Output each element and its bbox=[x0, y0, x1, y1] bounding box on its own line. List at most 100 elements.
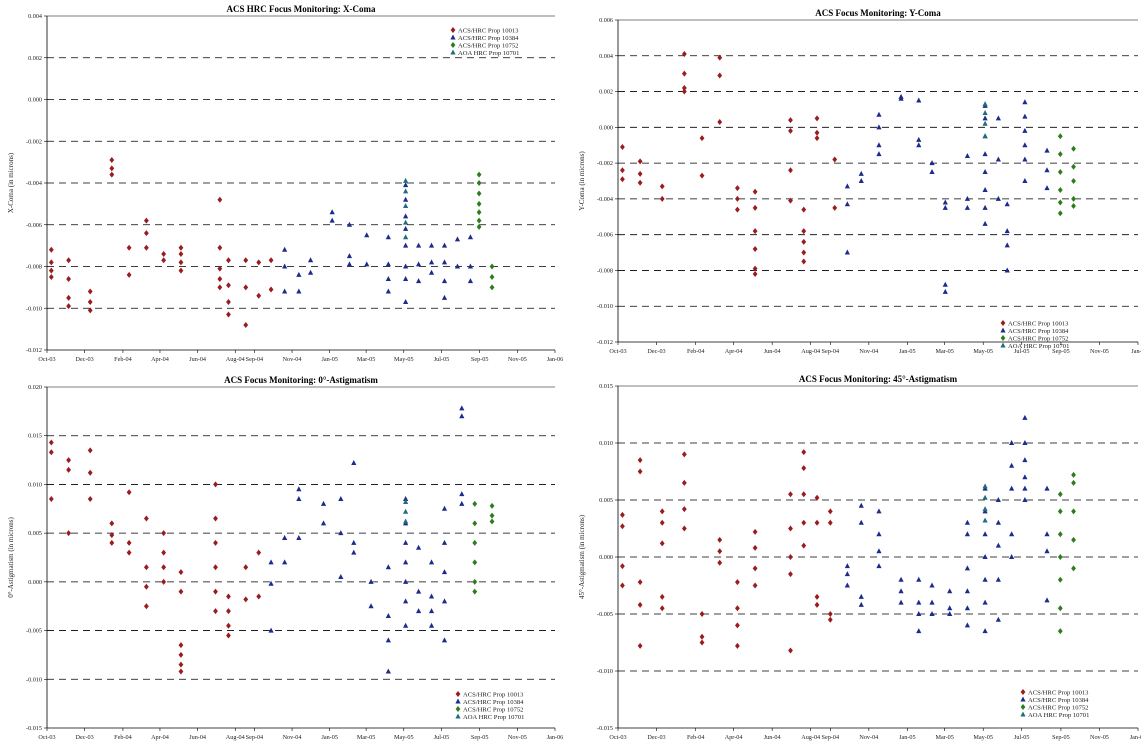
legend-marker bbox=[1020, 711, 1026, 717]
data-point bbox=[752, 188, 758, 195]
data-point bbox=[403, 202, 409, 208]
x-tick-label: Nov-05 bbox=[1090, 734, 1109, 741]
data-point bbox=[1071, 536, 1076, 543]
data-point bbox=[964, 195, 971, 201]
y-tick-label: -0.008 bbox=[26, 264, 42, 271]
x-tick-label: Mar-05 bbox=[357, 356, 375, 363]
data-point bbox=[143, 515, 149, 522]
data-point bbox=[735, 622, 740, 629]
data-point bbox=[752, 528, 758, 535]
y-tick-label: 0.015 bbox=[599, 383, 613, 390]
data-point bbox=[126, 539, 132, 546]
legend-label: AOA HRC Prop 10701 bbox=[458, 50, 519, 57]
data-point bbox=[109, 520, 115, 527]
data-point bbox=[268, 580, 274, 586]
data-point bbox=[459, 405, 465, 411]
data-point bbox=[1009, 531, 1015, 537]
data-point bbox=[942, 204, 948, 210]
data-point bbox=[982, 576, 988, 582]
data-point bbox=[403, 578, 409, 584]
y-tick-label: 0.000 bbox=[599, 124, 613, 131]
data-point bbox=[368, 603, 374, 609]
data-point bbox=[1022, 113, 1028, 119]
data-point bbox=[832, 156, 838, 163]
data-point bbox=[403, 219, 409, 225]
legend-label: ACS/HRC Prop 10384 bbox=[1008, 328, 1069, 335]
y-tick-label: 0.020 bbox=[28, 384, 42, 391]
data-point bbox=[476, 223, 482, 230]
x-tick-label: Jan-0 bbox=[1131, 348, 1141, 355]
data-point bbox=[403, 242, 409, 248]
series-3 bbox=[982, 483, 988, 523]
data-point bbox=[1071, 178, 1076, 184]
data-point bbox=[282, 246, 288, 252]
data-point bbox=[942, 199, 948, 205]
data-point bbox=[66, 276, 72, 283]
data-point bbox=[403, 298, 409, 304]
data-point bbox=[351, 549, 357, 555]
data-point bbox=[1044, 531, 1050, 537]
y-axis-label: 0°-Astigmatism (in microns) bbox=[7, 517, 15, 598]
data-point bbox=[403, 263, 409, 269]
series-3 bbox=[982, 101, 988, 139]
data-point bbox=[213, 588, 218, 595]
data-point bbox=[982, 628, 988, 634]
data-point bbox=[66, 294, 72, 301]
data-point bbox=[717, 118, 723, 125]
x-tick-label: Jan-06 bbox=[547, 734, 564, 741]
data-point bbox=[788, 647, 793, 654]
x-tick-label: Jul-05 bbox=[434, 734, 449, 741]
data-point bbox=[256, 292, 262, 299]
data-point bbox=[814, 115, 820, 122]
data-point bbox=[226, 311, 231, 318]
data-point bbox=[403, 196, 409, 202]
zero-astigmatism-chart: ACS Focus Monitoring: 0°-Astigmatism 0.02… bbox=[0, 371, 570, 742]
data-point bbox=[982, 517, 988, 523]
data-point bbox=[916, 611, 922, 616]
data-point bbox=[752, 245, 758, 252]
y-axis-label: X-Coma (in microns) bbox=[7, 152, 15, 213]
y-axis-label: Y-Coma (in microns) bbox=[578, 151, 586, 211]
data-point bbox=[415, 242, 422, 248]
data-point bbox=[814, 601, 820, 608]
data-point bbox=[178, 250, 184, 257]
data-point bbox=[385, 564, 391, 570]
data-point bbox=[827, 616, 833, 623]
y-tick-label: 0.015 bbox=[28, 433, 42, 440]
y-tick-label: 0.005 bbox=[599, 497, 613, 504]
y-tick-label: 0.006 bbox=[599, 17, 613, 24]
data-point bbox=[982, 506, 988, 512]
data-point bbox=[681, 451, 687, 458]
data-point bbox=[788, 554, 793, 560]
data-point bbox=[161, 257, 167, 264]
y-tick-label: -0.015 bbox=[597, 725, 613, 732]
data-point bbox=[296, 535, 302, 541]
data-point bbox=[681, 50, 687, 57]
series-2 bbox=[472, 500, 495, 595]
data-point bbox=[109, 171, 115, 178]
data-point bbox=[827, 519, 833, 526]
data-point bbox=[982, 110, 988, 116]
data-point bbox=[472, 588, 478, 595]
data-point bbox=[489, 273, 495, 280]
data-point bbox=[476, 190, 482, 197]
data-point bbox=[876, 531, 882, 537]
data-point bbox=[898, 576, 904, 582]
legend-marker bbox=[1020, 689, 1026, 695]
data-point bbox=[814, 519, 820, 526]
data-point bbox=[268, 286, 274, 293]
legend-label: AOA HRC Prop 10701 bbox=[463, 714, 524, 721]
data-point bbox=[1022, 142, 1028, 148]
x-tick-label: Nov-04 bbox=[283, 734, 302, 741]
x-tick-label: May-05 bbox=[973, 734, 993, 741]
data-point bbox=[213, 608, 218, 615]
data-point bbox=[161, 530, 167, 537]
data-point bbox=[982, 599, 988, 605]
x-tick-label: Feb-04 bbox=[687, 348, 705, 355]
data-point bbox=[364, 232, 370, 238]
data-point bbox=[1057, 605, 1063, 612]
data-point bbox=[1057, 576, 1063, 583]
data-point bbox=[161, 549, 167, 556]
data-point bbox=[226, 257, 231, 264]
data-point bbox=[659, 540, 665, 547]
